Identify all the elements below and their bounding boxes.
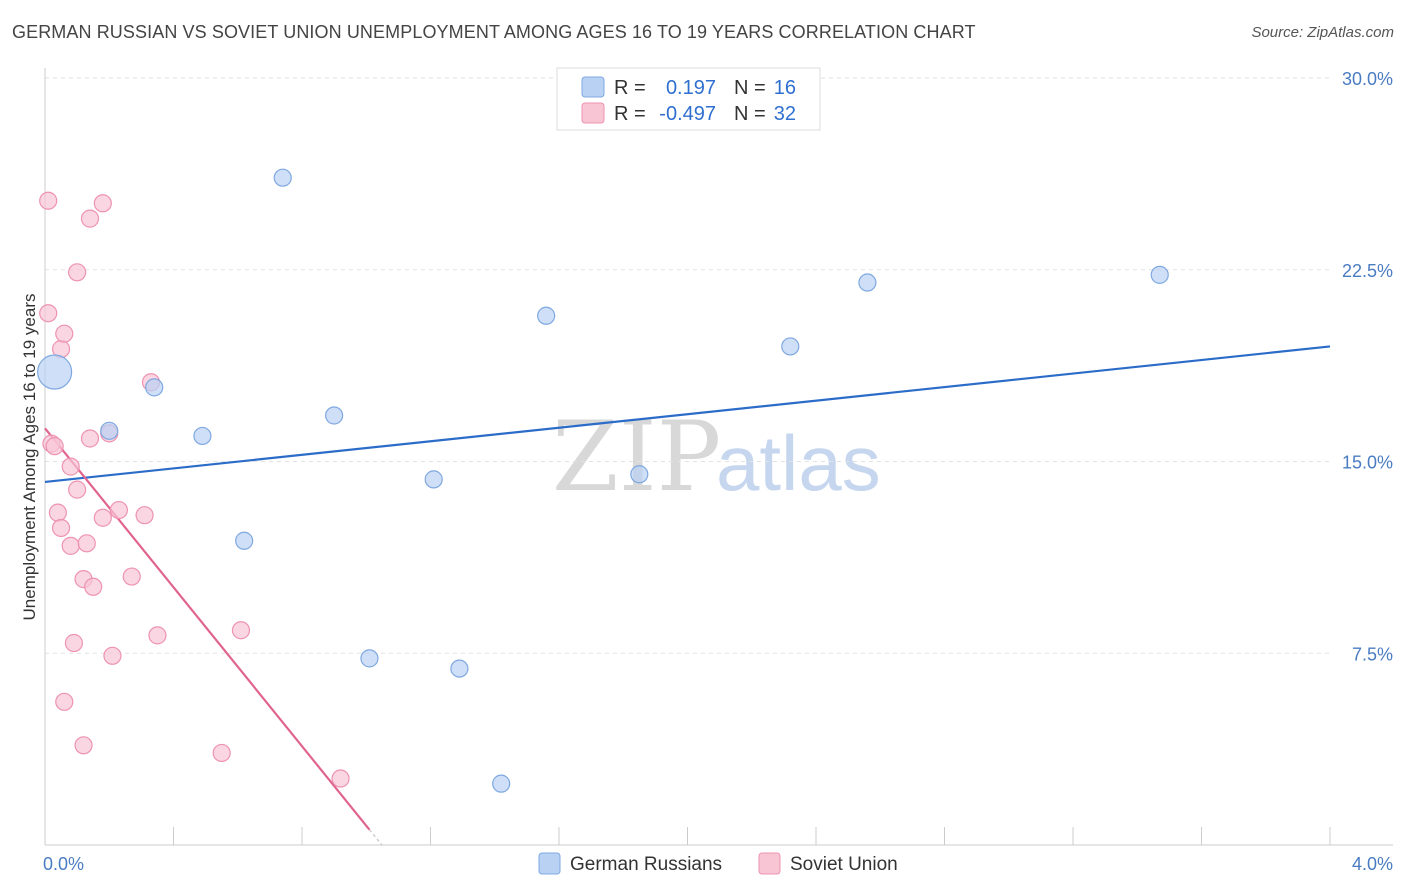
bottom-legend-swatch-blue [538, 852, 561, 875]
point-soviet-union [122, 567, 141, 586]
point-soviet-union [148, 626, 167, 645]
point-german-russians [492, 774, 511, 793]
legend-r-value-2: -0.497 [659, 103, 716, 125]
point-german-russians [450, 659, 469, 678]
y-axis-label: Unemployment Among Ages 16 to 19 years [20, 294, 39, 621]
point-soviet-union [80, 429, 100, 448]
legend-r-label-1: R = [614, 77, 646, 99]
trend-line-soviet-union-extension [368, 829, 383, 847]
legend-n-value-2: 32 [774, 103, 796, 125]
series-legend: German Russians Soviet Union [538, 852, 898, 875]
point-german-russians [193, 426, 212, 446]
point-soviet-union [45, 437, 64, 456]
trend-lines [44, 345, 1331, 847]
point-soviet-union [84, 577, 103, 596]
x-tick-label: 0.0% [43, 854, 84, 874]
y-tick-label: 30.0% [1342, 69, 1393, 89]
point-german-russians [145, 378, 164, 397]
watermark-zip: ZIP [552, 401, 721, 513]
point-soviet-union [212, 743, 231, 763]
point-soviet-union [109, 500, 128, 520]
point-soviet-union [74, 736, 93, 755]
point-german-russians [1150, 265, 1169, 284]
point-soviet-union [68, 480, 87, 499]
point-german-russians [325, 406, 344, 425]
correlation-legend: R = 0.197 N = 16 R = -0.497 N = 32 [556, 67, 821, 131]
point-soviet-union [77, 534, 96, 553]
point-german-russians [858, 273, 877, 292]
point-soviet-union [93, 194, 112, 213]
source-label: Source: ZipAtlas.com [1251, 24, 1394, 41]
watermark-atlas: atlas [716, 419, 881, 507]
point-german-russians [630, 465, 649, 484]
point-soviet-union [103, 646, 122, 665]
y-tick-label: 22.5% [1342, 261, 1393, 281]
chart-title: GERMAN RUSSIAN VS SOVIET UNION UNEMPLOYM… [12, 22, 976, 42]
point-german-russians [424, 470, 443, 489]
point-soviet-union [68, 263, 87, 282]
bottom-legend-swatch-pink [758, 852, 781, 875]
bottom-legend-soviet-union: Soviet Union [790, 854, 898, 875]
x-tick-labels: 0.0% 4.0% [43, 854, 1393, 874]
legend-r-value-1: 0.197 [666, 77, 716, 99]
point-german-russians [235, 531, 254, 550]
point-soviet-union [64, 633, 84, 653]
y-tick-label: 7.5% [1352, 644, 1393, 664]
point-soviet-union [231, 621, 251, 640]
point-german-russians [37, 354, 73, 390]
y-tick-labels: 7.5% 15.0% 22.5% 30.0% [1342, 69, 1393, 664]
point-soviet-union [55, 324, 74, 343]
legend-n-label-2: N = [734, 103, 766, 125]
grid-lines [45, 77, 1330, 654]
point-soviet-union [61, 457, 80, 476]
trend-line-german-russians [44, 345, 1331, 484]
point-german-russians [273, 168, 292, 187]
legend-n-label-1: N = [734, 77, 766, 99]
point-soviet-union [51, 518, 71, 538]
x-tick-label: 4.0% [1352, 854, 1393, 874]
point-soviet-union [331, 769, 350, 788]
legend-swatch-pink [581, 102, 605, 124]
point-german-russians [360, 649, 379, 668]
bottom-legend-german-russians: German Russians [570, 854, 722, 875]
point-soviet-union [61, 536, 80, 555]
point-soviet-union [39, 304, 58, 323]
y-tick-label: 15.0% [1342, 453, 1393, 473]
point-german-russians [781, 337, 800, 356]
point-soviet-union [55, 692, 74, 711]
legend-r-label-2: R = [614, 103, 646, 125]
legend-n-value-1: 16 [774, 77, 796, 99]
point-german-russians [537, 306, 556, 325]
legend-swatch-blue [581, 76, 605, 98]
point-soviet-union [39, 191, 58, 210]
point-german-russians [100, 421, 119, 440]
point-soviet-union [48, 503, 67, 522]
point-soviet-union [93, 508, 112, 527]
point-soviet-union [80, 209, 100, 228]
trend-line-soviet-union [44, 427, 371, 831]
data-points [37, 168, 1169, 793]
point-soviet-union [135, 506, 154, 525]
